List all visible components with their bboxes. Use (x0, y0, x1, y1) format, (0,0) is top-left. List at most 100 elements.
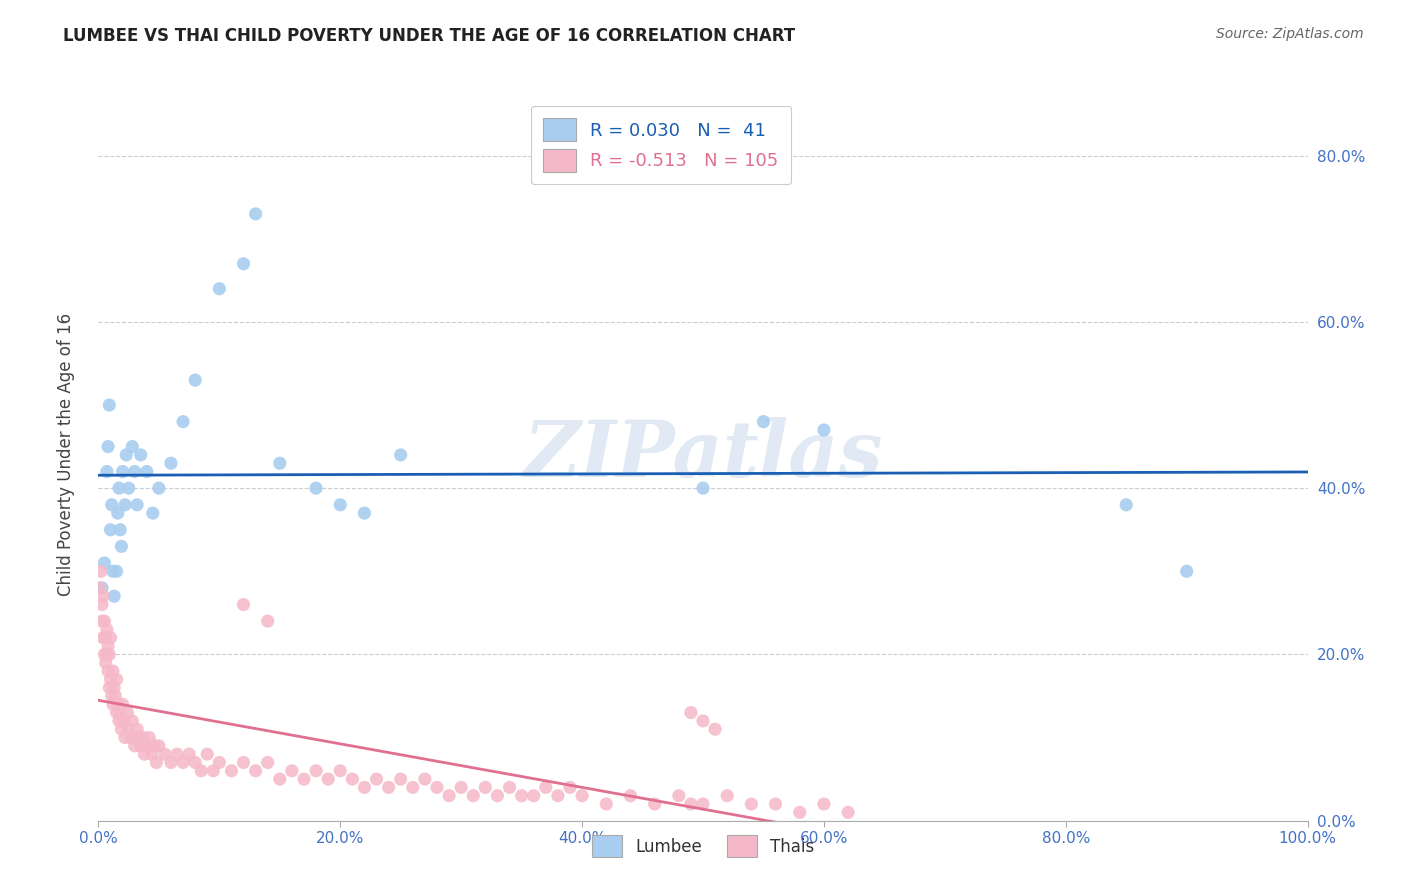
Point (269, 772, 291, 786)
Point (93, 556, 115, 570)
Point (91, 631, 114, 645)
Point (765, 797, 787, 811)
Point (1175, 564, 1198, 578)
Point (100, 498, 122, 512)
Point (91, 589, 114, 603)
Point (101, 698, 124, 712)
Point (153, 747, 176, 761)
Point (679, 706, 702, 720)
Point (184, 373, 207, 387)
Point (547, 789, 569, 803)
Point (353, 506, 375, 520)
Point (112, 714, 135, 728)
Point (813, 797, 835, 811)
Point (129, 448, 152, 462)
Point (111, 465, 134, 479)
Point (93, 614, 115, 628)
Point (121, 440, 143, 454)
Text: LUMBEE VS THAI CHILD POVERTY UNDER THE AGE OF 16 CORRELATION CHART: LUMBEE VS THAI CHILD POVERTY UNDER THE A… (63, 27, 796, 45)
Point (135, 739, 157, 753)
Point (117, 706, 139, 720)
Text: ZIPatlas: ZIPatlas (523, 417, 883, 493)
Point (89, 581, 111, 595)
Point (172, 415, 194, 429)
Point (93, 648, 115, 662)
Point (232, 756, 254, 770)
Point (281, 764, 304, 778)
Point (510, 789, 533, 803)
Point (190, 764, 212, 778)
Point (100, 673, 122, 687)
Point (644, 797, 666, 811)
Point (837, 805, 859, 820)
Point (141, 747, 163, 761)
Point (100, 689, 122, 703)
Point (523, 789, 546, 803)
Point (202, 764, 225, 778)
Point (256, 756, 278, 770)
Point (558, 780, 581, 795)
Point (486, 789, 509, 803)
Point (160, 456, 183, 470)
Point (110, 539, 132, 553)
Point (101, 664, 124, 678)
Point (96, 648, 118, 662)
Point (413, 772, 436, 786)
Point (96, 623, 118, 637)
Point (305, 764, 328, 778)
Point (101, 564, 124, 578)
Point (100, 523, 122, 537)
Point (232, 598, 254, 612)
Point (108, 481, 131, 495)
Point (124, 465, 146, 479)
Point (316, 772, 339, 786)
Point (96, 465, 118, 479)
Point (208, 756, 231, 770)
Point (105, 564, 128, 578)
Point (534, 780, 557, 795)
Point (132, 731, 155, 745)
Point (402, 780, 425, 795)
Point (426, 780, 449, 795)
Point (813, 423, 835, 437)
Point (195, 747, 218, 761)
Point (143, 739, 166, 753)
Point (94, 631, 117, 645)
Point (107, 506, 129, 520)
Point (111, 698, 134, 712)
Point (90, 564, 112, 578)
Point (619, 789, 641, 803)
Point (138, 731, 160, 745)
Point (98, 648, 121, 662)
Point (595, 797, 617, 811)
Text: Source: ZipAtlas.com: Source: ZipAtlas.com (1216, 27, 1364, 41)
Point (145, 756, 167, 770)
Point (172, 756, 194, 770)
Point (716, 789, 738, 803)
Point (342, 772, 364, 786)
Point (571, 789, 593, 803)
Point (232, 257, 254, 271)
Point (377, 780, 399, 795)
Point (134, 747, 156, 761)
Point (115, 448, 138, 462)
Point (118, 723, 141, 737)
Point (103, 589, 125, 603)
Point (366, 772, 388, 786)
Y-axis label: Child Poverty Under the Age of 16: Child Poverty Under the Age of 16 (56, 313, 75, 597)
Point (305, 481, 328, 495)
Point (91, 581, 114, 595)
Point (114, 498, 136, 512)
Point (292, 772, 315, 786)
Point (108, 523, 131, 537)
Point (184, 756, 207, 770)
Point (105, 706, 128, 720)
Point (463, 789, 485, 803)
Point (121, 714, 143, 728)
Point (148, 739, 170, 753)
Point (437, 789, 460, 803)
Point (692, 714, 714, 728)
Point (94, 656, 117, 670)
Point (129, 739, 152, 753)
Point (679, 797, 702, 811)
